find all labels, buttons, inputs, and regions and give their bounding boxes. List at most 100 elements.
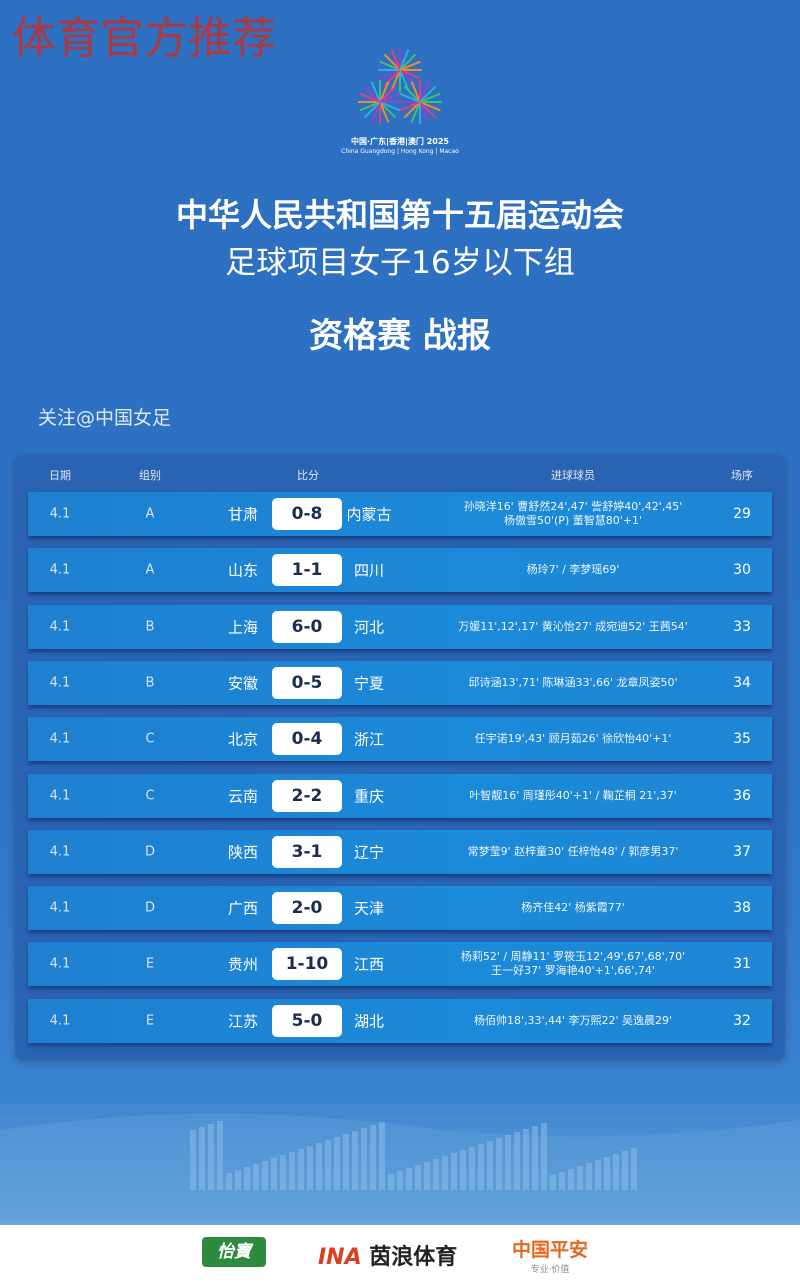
watermark: 体育官方推荐 — [12, 13, 276, 64]
scorer-line: 任宇诺19',43' 顾月茹26' 徐欣怡40'+1' — [474, 732, 672, 746]
scorers: 邱诗涵13',71' 陈琳涵33',66' 龙章凤姿50' — [468, 676, 677, 690]
sponsor-2-name: 茵浪体育 — [369, 1245, 458, 1270]
home-team: 江苏 — [227, 1012, 259, 1031]
match-date: 4.1 — [49, 506, 71, 522]
score-badge: 1-10 — [272, 948, 342, 981]
match-date: 4.1 — [49, 619, 71, 635]
match-date: 4.1 — [49, 1013, 71, 1029]
table-row: 4.1 E 江苏 5-0 湖北 杨佰帅18',33',44' 李万熙22' 吴逸… — [28, 998, 772, 1043]
home-team: 陕西 — [227, 843, 259, 862]
table-row: 4.1 C 北京 0-4 浙江 任宇诺19',43' 顾月茹26' 徐欣怡40'… — [28, 717, 772, 762]
score-badge: 3-1 — [272, 835, 342, 868]
home-team: 北京 — [227, 730, 259, 749]
skyline-decoration — [0, 1113, 800, 1220]
match-group: B — [145, 675, 155, 691]
home-team: 广西 — [227, 899, 259, 918]
table-row: 4.1 C 云南 2-2 重庆 叶智靓16' 周瑾彤40'+1' / 鞠芷桐 2… — [28, 773, 772, 818]
away-team: 天津 — [353, 899, 385, 918]
table-row: 4.1 B 安徽 0-5 宁夏 邱诗涵13',71' 陈琳涵33',66' 龙章… — [28, 660, 772, 705]
match-group: C — [145, 788, 155, 803]
match-group: D — [144, 900, 156, 916]
match-number: 31 — [733, 956, 751, 973]
header-date: 日期 — [49, 469, 71, 482]
away-team: 河北 — [353, 618, 385, 637]
match-number: 34 — [733, 674, 751, 691]
score-badge: 6-0 — [272, 610, 342, 643]
away-team: 浙江 — [353, 730, 385, 749]
sponsor-2-mark: INA — [318, 1245, 362, 1270]
table-header: 日期 组别 比分 进球球员 场序 — [15, 467, 785, 487]
score-badge: 0-8 — [272, 498, 342, 530]
header-group: 组别 — [139, 469, 161, 482]
match-date: 4.1 — [49, 844, 71, 860]
match-date: 4.1 — [49, 562, 71, 578]
scorer-line: 邱诗涵13',71' 陈琳涵33',66' 龙章凤姿50' — [468, 675, 678, 689]
match-date: 4.1 — [49, 675, 71, 691]
scorer-line: 叶智靓16' 周瑾彤40'+1' / 鞠芷桐 21',37' — [469, 788, 677, 802]
scorers: 任宇诺19',43' 顾月茹26' 徐欣怡40'+1' — [475, 732, 672, 746]
home-team: 贵州 — [227, 955, 259, 974]
away-team: 湖北 — [353, 1012, 385, 1031]
score-badge: 1-1 — [272, 554, 342, 587]
away-team: 内蒙古 — [346, 505, 392, 524]
match-number: 30 — [733, 562, 751, 579]
header-match-no: 场序 — [731, 469, 753, 482]
sponsor-logo-1: 怡寶 — [202, 1237, 266, 1267]
scorer-line: 万媛11',12',17' 黄沁怡27' 成宛迪52' 王茜54' — [458, 619, 688, 633]
match-group: B — [145, 619, 155, 635]
away-team: 江西 — [353, 955, 385, 974]
match-date: 4.1 — [49, 900, 71, 916]
scorers: 杨玲7' / 李梦瑶69' — [527, 563, 620, 577]
header-scorers: 进球球员 — [551, 469, 595, 482]
games-logo-icon — [358, 48, 442, 124]
follow-text: 关注@中国女足 — [38, 407, 172, 429]
away-team: 重庆 — [353, 787, 385, 805]
scorer-line: 杨玲7' / 李梦瑶69' — [526, 563, 620, 577]
table-row: 4.1 D 广西 2-0 天津 杨齐佳42' 杨紫霞77' 38 — [28, 886, 772, 931]
match-number: 36 — [733, 787, 751, 804]
scorer-line: 杨佰帅18',33',44' 李万熙22' 吴逸晨29' — [473, 1013, 673, 1027]
scorer-line: 王一好37' 罗海艳40'+1',66',74' — [491, 964, 655, 978]
score-badge: 2-0 — [272, 892, 342, 925]
match-group: E — [145, 956, 155, 972]
match-number: 37 — [733, 843, 751, 860]
score-badge: 0-5 — [272, 666, 342, 699]
match-group: A — [145, 562, 155, 578]
title-line1: 中华人民共和国第十五届运动会 — [175, 196, 624, 234]
score-badge: 2-2 — [272, 779, 342, 812]
scorers: 杨佰帅18',33',44' 李万熙22' 吴逸晨29' — [474, 1014, 672, 1028]
games-logo-text: 中国·广东|香港|澳门 2025 China Guangdong | Hong … — [330, 137, 470, 157]
table-row: 4.1 E 贵州 1-10 江西 杨莉52' / 周静11' 罗筱玉12',49… — [28, 942, 772, 987]
scorers: 杨齐佳42' 杨紫霞77' — [521, 901, 625, 915]
scorers: 杨莉52' / 周静11' 罗筱玉12',49',67',68',70' 王一好3… — [461, 950, 685, 978]
home-team: 上海 — [227, 618, 259, 637]
match-group: C — [145, 731, 155, 747]
match-date: 4.1 — [49, 731, 71, 747]
results-table: 日期 组别 比分 进球球员 场序 4.1 A 甘肃 0-8 内蒙古 孙晓洋16'… — [15, 455, 785, 1060]
logo-en: China Guangdong | Hong Kong | Macao — [341, 148, 459, 155]
home-team: 云南 — [227, 787, 259, 805]
home-team: 安徽 — [227, 674, 259, 693]
match-number: 29 — [733, 506, 751, 522]
match-group: E — [145, 1013, 155, 1029]
scorer-line: 杨莉52' / 周静11' 罗筱玉12',49',67',68',70' — [460, 950, 686, 964]
table-row: 4.1 A 山东 1-1 四川 杨玲7' / 李梦瑶69' 30 — [28, 548, 772, 593]
home-team: 山东 — [227, 561, 259, 580]
scorer-line: 孙晓洋16' 曹舒然24',47' 訾舒婷40',42',45' — [463, 500, 683, 513]
header-score: 比分 — [297, 469, 319, 482]
scorers: 万媛11',12',17' 黄沁怡27' 成宛迪52' 王茜54' — [458, 620, 688, 634]
table-row: 4.1 B 上海 6-0 河北 万媛11',12',17' 黄沁怡27' 成宛迪… — [28, 604, 772, 649]
scorer-line: 杨傲雪50'(P) 董智慧80'+1' — [503, 514, 642, 527]
match-date: 4.1 — [49, 788, 71, 803]
sponsor-logo-2: INA 茵浪体育 — [318, 1239, 457, 1271]
match-group: D — [144, 844, 156, 860]
home-team: 甘肃 — [227, 505, 259, 524]
sponsor-logo-3: 中国平安 专业·价值 — [512, 1235, 588, 1275]
table-row: 4.1 A 甘肃 0-8 内蒙古 孙晓洋16' 曹舒然24',47' 訾舒婷40… — [28, 492, 772, 536]
sponsor-footer: 怡寶 INA 茵浪体育 中国平安 专业·价值 — [0, 1225, 800, 1283]
scorers: 叶智靓16' 周瑾彤40'+1' / 鞠芷桐 21',37' — [469, 789, 677, 803]
score-badge: 5-0 — [272, 1004, 342, 1037]
scorers: 孙晓洋16' 曹舒然24',47' 訾舒婷40',42',45' 杨傲雪50'(P… — [464, 500, 683, 528]
match-number: 32 — [733, 1012, 751, 1029]
table-row: 4.1 D 陕西 3-1 辽宁 常梦莹9' 赵梓童30' 任梓怡48' / 郭彦… — [28, 829, 772, 874]
